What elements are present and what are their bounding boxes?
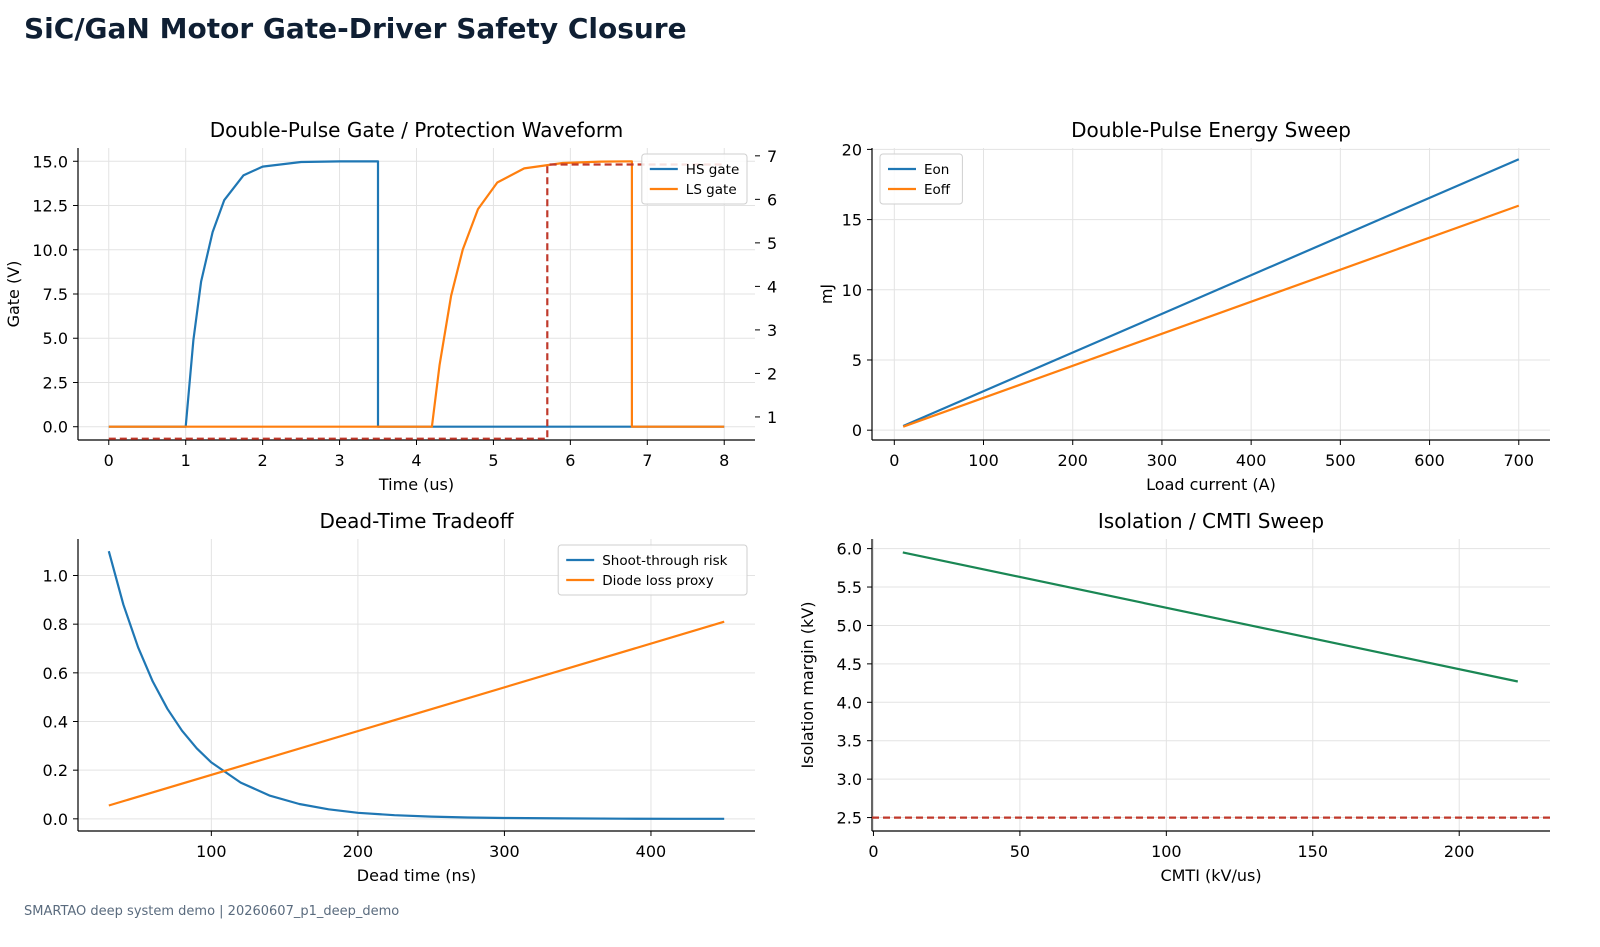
y-tick-label: 1.0 (43, 567, 68, 586)
x-axis-label: Dead time (ns) (357, 866, 476, 885)
y-tick-label: 7.5 (43, 285, 68, 304)
x-tick-label: 200 (1057, 451, 1088, 470)
x-tick-label: 400 (1236, 451, 1267, 470)
series-line-3 (108, 163, 725, 440)
chart-panel-2: 0 100 200 300 400 500 600 700 0 5 10 15 20 Double-Pul… (817, 118, 1550, 494)
legend-label: Eoff (924, 182, 951, 198)
x-tick-label: 0 (889, 451, 899, 470)
chart-title: Isolation / CMTI Sweep (1098, 509, 1324, 533)
x-tick-label: 300 (489, 842, 520, 861)
x-tick-label: 600 (1414, 451, 1445, 470)
x-tick-label: 6 (565, 451, 575, 470)
x-tick-label: 0 (868, 842, 878, 861)
chart-panel-3: 100 200 300 400 0.0 0.2 0.4 0.6 0.8 1.0 Dead-Time … (43, 509, 755, 885)
legend-box (879, 153, 963, 205)
y-tick-label: 2.5 (837, 809, 862, 828)
y-tick-label: 6.0 (837, 540, 862, 559)
y-axis-label: mJ (817, 284, 836, 304)
x-axis-label: Time (us) (378, 475, 454, 494)
y-tick-label: 4.5 (837, 655, 862, 674)
y2-tick-label: 7 (767, 147, 777, 166)
y-tick-label: 5 (852, 351, 862, 370)
x-tick-label: 8 (719, 451, 729, 470)
y2-tick-label: 3 (767, 321, 777, 340)
y2-tick-label: 6 (767, 190, 777, 209)
y-tick-label: 5.0 (837, 616, 862, 635)
series-line-2 (108, 160, 725, 428)
y2-tick-label: 2 (767, 364, 777, 383)
x-tick-label: 0 (104, 451, 114, 470)
x-tick-label: 200 (343, 842, 374, 861)
series-line-1 (902, 551, 1519, 683)
y-tick-label: 3.0 (837, 770, 862, 789)
y-tick-label: 0.0 (43, 418, 68, 437)
chart-panel-1: 0 1 2 3 4 5 6 7 8 0.0 2.5 5.0 7.5 10.0 12.5 15.0 1 2 3 4 5 6 7… (4, 118, 777, 494)
x-axis-label: CMTI (kV/us) (1160, 866, 1261, 885)
chart-title: Double-Pulse Gate / Protection Waveform (210, 118, 624, 142)
y2-tick-label: 4 (767, 277, 777, 296)
y-tick-label: 15.0 (32, 152, 68, 171)
y-tick-label: 10.0 (32, 241, 68, 260)
series-line-1 (108, 160, 725, 428)
y-tick-label: 20 (842, 140, 862, 159)
legend-label: Eon (924, 162, 949, 178)
x-tick-label: 7 (642, 451, 652, 470)
x-tick-label: 50 (1010, 842, 1030, 861)
legend: HS gate LS gate (641, 153, 748, 205)
x-tick-label: 100 (1151, 842, 1182, 861)
x-tick-label: 1 (181, 451, 191, 470)
x-tick-label: 5 (488, 451, 498, 470)
x-axis-label: Load current (A) (1146, 475, 1276, 494)
legend-label: Diode loss proxy (602, 573, 714, 589)
y-axis-label: Isolation margin (kV) (798, 601, 817, 768)
y-tick-label: 0 (852, 421, 862, 440)
x-tick-label: 400 (636, 842, 667, 861)
series-line-1 (902, 158, 1520, 428)
x-tick-label: 200 (1444, 842, 1475, 861)
y-tick-label: 15 (842, 211, 862, 230)
y-tick-label: 0.6 (43, 664, 68, 683)
y-tick-label: 0.2 (43, 761, 68, 780)
chart-title: Dead-Time Tradeoff (319, 509, 514, 533)
chart-panel-4: 0 50 100 150 200 2.5 3.0 3.5 4.0 4.5 5.0 5.5 6.0 Isol… (798, 509, 1550, 885)
x-tick-label: 700 (1504, 451, 1535, 470)
page-title: SiC/GaN Motor Gate-Driver Safety Closure (24, 12, 687, 45)
legend: Eon Eoff (879, 153, 963, 205)
x-tick-label: 2 (258, 451, 268, 470)
footer-text: SMARTAO deep system demo | 20260607_p1_d… (24, 904, 400, 919)
y2-tick-label: 1 (767, 408, 777, 427)
x-tick-label: 500 (1325, 451, 1356, 470)
y-tick-label: 3.5 (837, 732, 862, 751)
y-tick-label: 5.0 (43, 329, 68, 348)
x-tick-label: 150 (1297, 842, 1328, 861)
legend-box (557, 544, 748, 596)
series-line-1 (107, 550, 725, 820)
y-tick-label: 0.4 (43, 713, 68, 732)
chart-title: Double-Pulse Energy Sweep (1071, 118, 1351, 142)
legend-label: LS gate (686, 182, 737, 198)
x-tick-label: 100 (196, 842, 227, 861)
x-tick-label: 4 (411, 451, 421, 470)
y-tick-label: 0.0 (43, 810, 68, 829)
series-line-2 (902, 204, 1520, 428)
series-line-2 (108, 620, 725, 807)
x-tick-label: 3 (334, 451, 344, 470)
legend-box (641, 153, 748, 205)
y2-tick-label: 5 (767, 234, 777, 253)
y-tick-label: 10 (842, 281, 862, 300)
y-tick-label: 5.5 (837, 578, 862, 597)
x-tick-label: 100 (968, 451, 999, 470)
y-tick-label: 0.8 (43, 615, 68, 634)
y-axis-label: Gate (V) (4, 261, 23, 328)
legend-label: Shoot-through risk (602, 553, 727, 569)
legend-label: HS gate (686, 162, 739, 178)
legend: Shoot-through risk Diode loss proxy (557, 544, 748, 596)
y-tick-label: 4.0 (837, 693, 862, 712)
y-tick-label: 2.5 (43, 373, 68, 392)
x-tick-label: 300 (1147, 451, 1178, 470)
y-tick-label: 12.5 (32, 197, 68, 216)
